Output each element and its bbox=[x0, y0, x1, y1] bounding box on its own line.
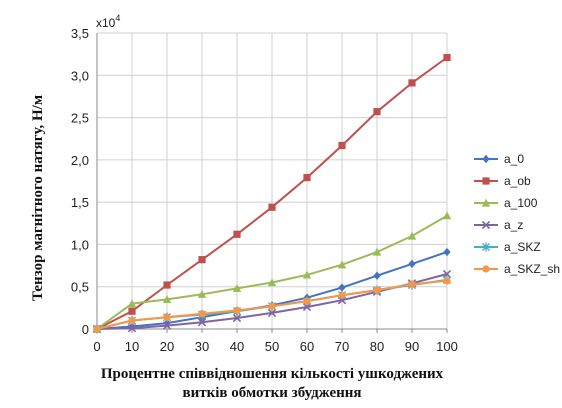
data-point bbox=[337, 260, 347, 269]
data-point bbox=[407, 231, 417, 240]
y-tick-label: 0 bbox=[82, 322, 89, 337]
data-point bbox=[197, 289, 207, 298]
data-point bbox=[163, 281, 171, 289]
series-a-100 bbox=[92, 211, 452, 333]
x-tick-label: 40 bbox=[230, 339, 244, 354]
x-tick-label: 0 bbox=[93, 339, 100, 354]
data-point bbox=[338, 291, 346, 299]
data-point bbox=[127, 323, 137, 333]
legend-marker bbox=[482, 177, 490, 185]
data-point bbox=[163, 313, 171, 321]
y-tick-label: 2,5 bbox=[71, 111, 89, 126]
data-point bbox=[408, 79, 416, 87]
legend-label: a_SKZ_sh bbox=[504, 262, 560, 276]
data-point bbox=[268, 203, 276, 211]
data-point bbox=[232, 313, 242, 323]
legend-item: a_z bbox=[474, 218, 523, 232]
x-axis-title-line-2: витків обмотки збудження bbox=[182, 385, 361, 401]
legend-item: a_100 bbox=[474, 196, 538, 210]
data-point bbox=[267, 308, 277, 318]
y-axis-title: Тензор магнітного натягу, Н/м bbox=[30, 95, 46, 301]
data-point bbox=[443, 53, 451, 62]
legend-marker bbox=[481, 242, 491, 252]
legend-item: a_SKZ bbox=[474, 240, 541, 254]
axis-multiplier: x104 bbox=[96, 13, 120, 30]
x-axis-title-line-1: Процентне співвідношення кількості ушкод… bbox=[101, 366, 444, 382]
legend: a_0 a_ob a_100 a_z a_SKZ a_SKZ_sh bbox=[474, 152, 560, 276]
data-point bbox=[93, 325, 101, 333]
x-tick-label: 90 bbox=[405, 339, 419, 354]
data-point bbox=[128, 307, 136, 315]
multiplier-exponent: 4 bbox=[115, 13, 120, 23]
data-point bbox=[373, 286, 381, 294]
data-point bbox=[302, 270, 312, 279]
data-point bbox=[408, 280, 416, 288]
data-point bbox=[373, 108, 381, 116]
data-point bbox=[338, 141, 346, 150]
legend-label: a_z bbox=[504, 218, 523, 232]
data-point bbox=[443, 277, 451, 285]
data-point bbox=[233, 230, 241, 238]
multiplier-base: x10 bbox=[96, 16, 116, 30]
data-point bbox=[162, 321, 172, 330]
series-a-skz-sh bbox=[93, 277, 451, 333]
data-point bbox=[408, 259, 416, 269]
data-point bbox=[338, 283, 346, 292]
data-point bbox=[232, 284, 242, 293]
y-tick-label: 3,0 bbox=[71, 68, 89, 83]
data-point bbox=[442, 211, 452, 220]
legend-item: a_0 bbox=[474, 152, 524, 166]
data-point bbox=[267, 278, 277, 287]
data-point bbox=[372, 247, 382, 256]
data-point bbox=[198, 310, 206, 318]
x-tick-label: 60 bbox=[300, 339, 314, 354]
data-point bbox=[162, 295, 172, 303]
data-point bbox=[373, 271, 381, 280]
data-point bbox=[128, 316, 136, 325]
x-tick-label: 10 bbox=[125, 339, 139, 354]
legend-item: a_ob bbox=[474, 174, 531, 188]
x-tick-label: 20 bbox=[160, 339, 174, 354]
legend-item: a_SKZ_sh bbox=[474, 262, 560, 276]
legend-label: a_SKZ bbox=[504, 240, 541, 254]
x-tick-label: 30 bbox=[195, 339, 209, 354]
data-point bbox=[198, 256, 206, 264]
x-tick-label: 80 bbox=[370, 339, 384, 354]
x-tick-label: 100 bbox=[436, 339, 458, 354]
tick-labels: 0 0,5 1,0 1,5 2,0 2,5 3,0 3,5 0 10 20 30 40 50 60 70 80 9… bbox=[71, 26, 458, 354]
x-tick-label: 50 bbox=[265, 339, 279, 354]
legend-label: a_0 bbox=[504, 152, 524, 166]
x-tick-label: 70 bbox=[335, 339, 349, 354]
data-point bbox=[303, 297, 311, 305]
legend-marker bbox=[481, 198, 491, 207]
legend-marker bbox=[482, 265, 490, 273]
y-tick-label: 1,0 bbox=[71, 237, 89, 252]
legend-marker bbox=[481, 220, 491, 230]
legend-marker bbox=[482, 154, 490, 164]
data-point bbox=[127, 299, 137, 308]
data-point bbox=[197, 318, 207, 327]
y-tick-label: 0,5 bbox=[71, 280, 89, 295]
y-tick-label: 3,5 bbox=[71, 26, 89, 41]
data-point bbox=[233, 306, 241, 314]
data-point bbox=[303, 174, 311, 182]
y-tick-label: 1,5 bbox=[71, 195, 89, 210]
data-point bbox=[442, 269, 452, 279]
data-point bbox=[302, 302, 312, 312]
series-layer bbox=[92, 53, 452, 334]
y-tick-label: 2,0 bbox=[71, 153, 89, 168]
legend-label: a_100 bbox=[504, 196, 538, 210]
legend-label: a_ob bbox=[504, 174, 531, 188]
data-point bbox=[268, 302, 276, 310]
data-point bbox=[443, 247, 451, 257]
